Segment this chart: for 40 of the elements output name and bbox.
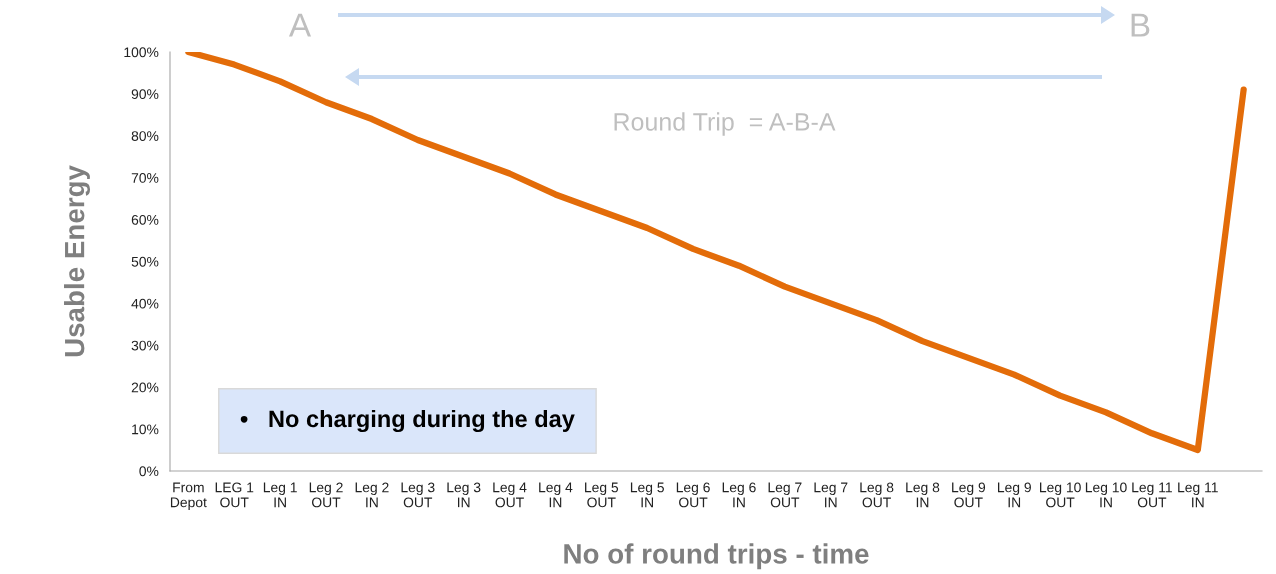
annotation: Round Trip = A-B-A [614, 112, 836, 136]
x-axis-title: No of round trips - time [564, 543, 869, 570]
annotation: • No charging during the day [240, 409, 575, 433]
y-tick-label: 100% [124, 47, 159, 58]
y-tick-label: 0% [139, 466, 159, 477]
x-tick-label: Leg 1 IN [263, 482, 297, 508]
x-tick-label: From Depot [170, 482, 207, 511]
x-tick-label: Leg 2 IN [355, 482, 389, 508]
x-tick-label: Leg 2 OUT [309, 482, 343, 508]
x-tick-label: Leg 4 IN [539, 482, 573, 508]
y-tick-label: 40% [131, 298, 159, 309]
x-tick-label: Leg 6 IN [722, 482, 756, 508]
x-tick-label: Leg 9 OUT [952, 482, 986, 508]
x-tick-label: Leg 7 OUT [768, 482, 802, 508]
x-tick-label: Leg 7 IN [814, 482, 848, 508]
x-tick-label: Leg 3 IN [447, 482, 481, 508]
x-tick-label: Leg 5 OUT [585, 482, 619, 508]
y-axis-title: Usable Energy [64, 165, 91, 357]
x-tick-label: Leg 9 IN [998, 482, 1031, 508]
y-tick-label: 10% [132, 424, 159, 435]
text: B [1131, 13, 1150, 37]
x-tick-label: Leg 4 OUT [493, 482, 527, 508]
y-tick-label: 20% [131, 382, 159, 393]
x-tick-label: Leg 5 IN [630, 482, 664, 508]
x-tick-label: Leg 8 OUT [860, 482, 894, 508]
x-tick-label: Leg 11 OUT [1132, 482, 1172, 508]
x-tick-label: Leg 6 OUT [676, 482, 710, 508]
x-tick-label: Leg 8 IN [906, 482, 940, 508]
y-tick-label: 90% [131, 89, 159, 100]
y-tick-label: 60% [131, 214, 159, 225]
x-tick-label: Leg 10 IN [1085, 482, 1127, 508]
x-tick-label: Leg 10 OUT [1040, 482, 1081, 508]
y-tick-label: 30% [131, 340, 159, 351]
x-tick-label: Leg 3 OUT [401, 482, 435, 508]
text: A [288, 13, 312, 37]
y-tick-label: 70% [131, 173, 159, 183]
y-tick-label: 50% [131, 256, 159, 267]
x-tick-label: Leg 11 IN [1178, 482, 1218, 508]
y-tick-label: 80% [131, 131, 159, 141]
x-tick-label: LEG 1 OUT [215, 482, 254, 508]
